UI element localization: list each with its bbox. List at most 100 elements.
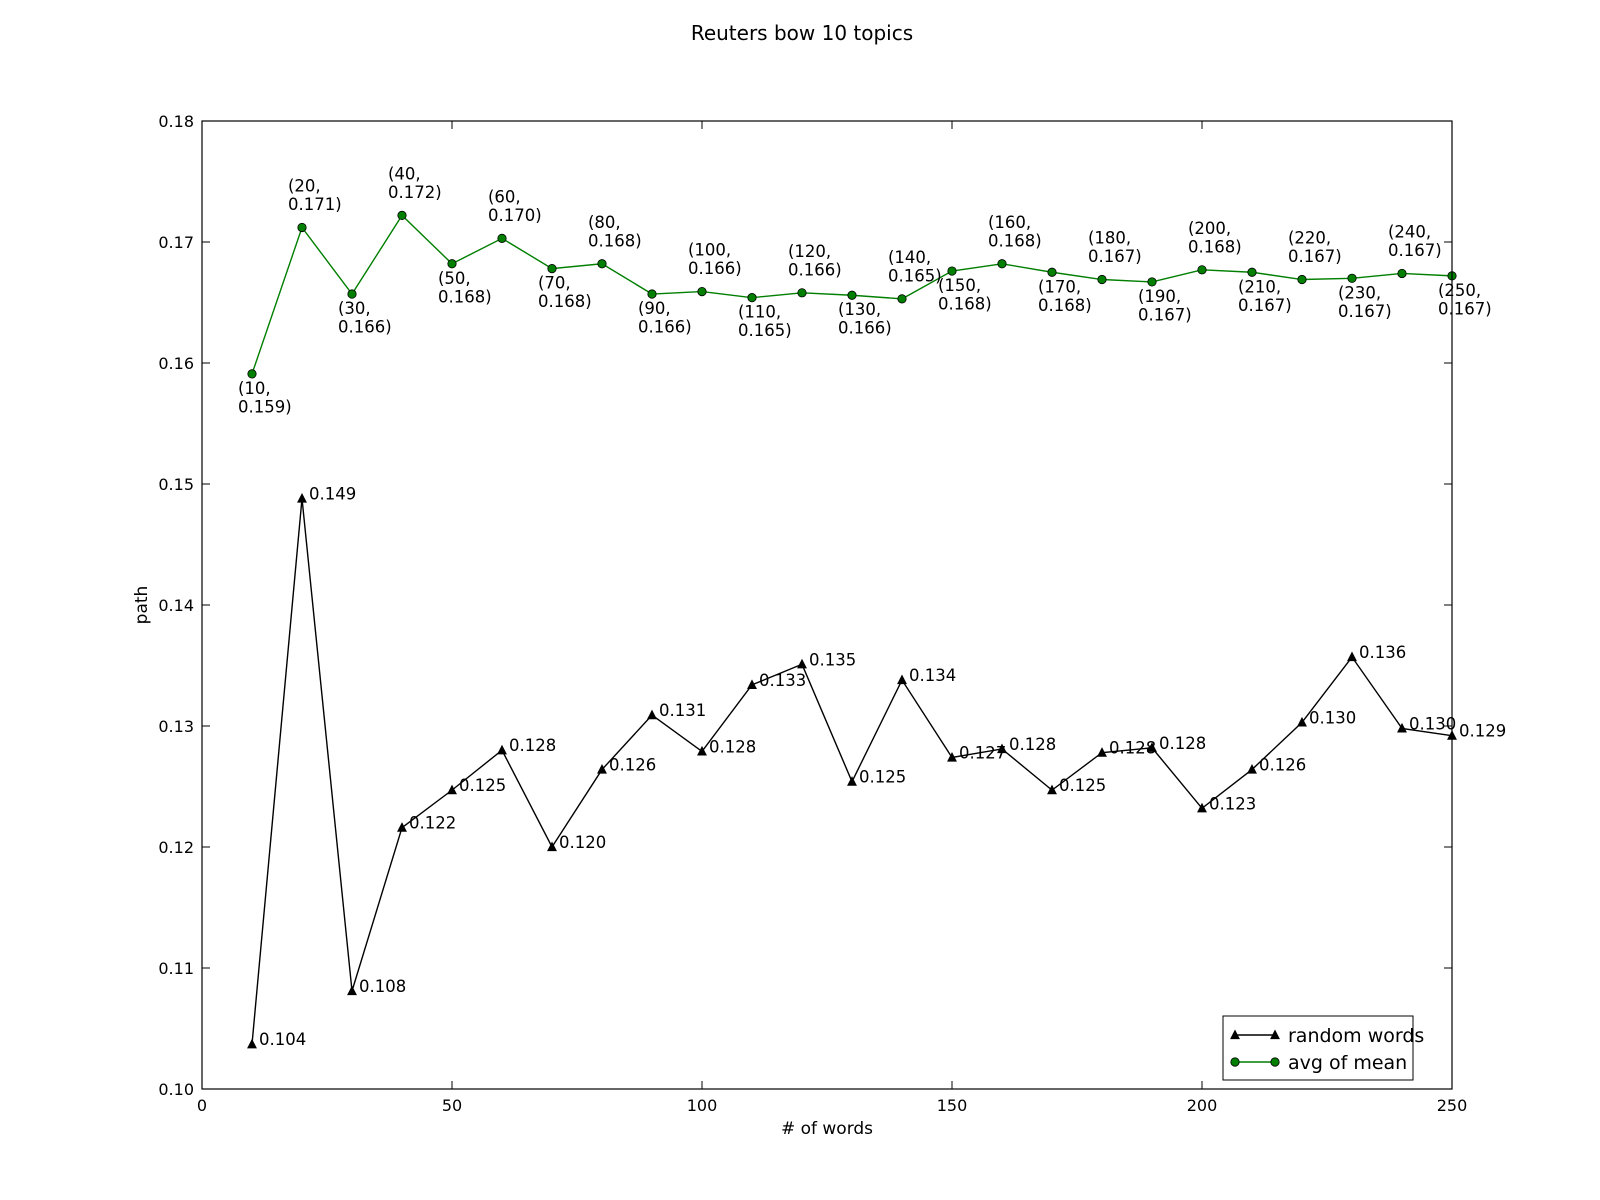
avg-of-mean-point: [497, 233, 507, 243]
avg-of-mean-point: [1347, 273, 1357, 283]
avg-of-mean-label: (200,: [1188, 219, 1231, 238]
avg-of-mean-label-value: 0.165): [738, 321, 792, 340]
avg-of-mean-point: [647, 289, 657, 299]
avg-of-mean-point: [1297, 274, 1307, 285]
random-words-label: 0.104: [259, 1030, 306, 1049]
y-axis-label: path: [132, 586, 152, 625]
avg-of-mean-label-value: 0.167): [1088, 247, 1142, 266]
x-tick-label: 200: [1187, 1096, 1218, 1115]
avg-of-mean-point: [847, 290, 857, 300]
axes-layer: 0 50 100 150 200 250 0.10 0.11 0.12 0.13 0.14 0.15 0…: [158, 112, 1467, 1115]
avg-of-mean-label: (20,: [288, 176, 321, 195]
avg-of-mean-label: (180,: [1088, 229, 1131, 248]
avg-of-mean-label: (50,: [438, 269, 471, 288]
random-words-label: 0.122: [409, 814, 456, 833]
avg-of-mean-point: [1247, 267, 1257, 277]
y-tick-label: 0.18: [158, 112, 194, 131]
y-tick-label: 0.14: [158, 596, 194, 615]
random-words-point: [697, 745, 707, 756]
legend-random-words-marker: [1270, 1029, 1280, 1040]
y-tick-label: 0.12: [158, 838, 194, 857]
random-words-label: 0.128: [1109, 739, 1156, 758]
avg-of-mean-point: [347, 289, 357, 299]
random-words-point: [497, 744, 507, 755]
y-tick-label: 0.10: [158, 1080, 194, 1099]
avg-of-mean-point: [897, 294, 907, 304]
legend-avg-of-mean-marker: [1230, 1057, 1240, 1067]
avg-of-mean-label: (100,: [688, 241, 731, 260]
avg-of-mean-label: (140,: [888, 248, 931, 267]
avg-of-mean-point: [1097, 274, 1107, 285]
x-tick-label: 250: [1437, 1096, 1468, 1115]
avg-of-mean-point: [397, 210, 407, 220]
avg-of-mean-label-value: 0.171): [288, 195, 342, 214]
random-words-point: [647, 709, 657, 720]
avg-of-mean-point: [597, 259, 607, 269]
avg-of-mean-label-value: 0.168): [938, 295, 992, 314]
avg-of-mean-label: (110,: [738, 303, 781, 322]
legend-avg-of-mean-label: avg of mean: [1288, 1052, 1407, 1074]
avg-of-mean-label-value: 0.167): [1238, 296, 1292, 315]
random-words-label: 0.128: [709, 737, 756, 756]
legend-avg-of-mean-marker: [1270, 1057, 1280, 1067]
avg-of-mean-label: (30,: [338, 299, 371, 318]
avg-of-mean-label-value: 0.167): [1388, 241, 1442, 260]
avg-of-mean-label-value: 0.168): [1038, 296, 1092, 315]
avg-of-mean-label: (160,: [988, 213, 1031, 232]
legend: random words avg of mean: [1222, 1015, 1424, 1081]
random-words-label: 0.149: [309, 485, 356, 504]
legend-random-words-label: random words: [1288, 1025, 1424, 1047]
random-words-label: 0.123: [1209, 794, 1256, 813]
random-words-point: [1297, 716, 1307, 727]
avg-of-mean-point: [1147, 277, 1157, 287]
random-words-label: 0.125: [1059, 776, 1106, 795]
avg-of-mean-label: (10,: [238, 379, 271, 398]
avg-of-mean-label-value: 0.166): [788, 260, 842, 279]
random-words-label: 0.108: [359, 977, 406, 996]
random-words-label: 0.125: [459, 776, 506, 795]
avg-of-mean-label-value: 0.168): [988, 231, 1042, 250]
avg-of-mean-point: [297, 222, 307, 233]
avg-of-mean-label: (220,: [1288, 229, 1331, 248]
random-words-point: [247, 1038, 257, 1049]
avg-of-mean-point: [1047, 267, 1057, 277]
avg-of-mean-label: (150,: [938, 276, 981, 295]
random-words-point: [747, 679, 757, 689]
random-words-point: [1147, 742, 1157, 752]
avg-of-mean-point: [1197, 265, 1207, 275]
avg-of-mean-label-value: 0.166): [638, 318, 692, 337]
random-words-label: 0.130: [1309, 708, 1356, 727]
avg-of-mean-label: (120,: [788, 242, 831, 261]
avg-of-mean-label-value: 0.167): [1438, 299, 1492, 318]
random-words-label: 0.130: [1409, 714, 1456, 733]
legend-random-words-marker: [1230, 1029, 1240, 1040]
avg-of-mean-label-value: 0.167): [1288, 247, 1342, 266]
avg-of-mean-label: (60,: [488, 187, 521, 206]
avg-of-mean-label: (190,: [1138, 287, 1181, 306]
x-tick-label: 100: [687, 1096, 718, 1115]
plot-layer: 0.1040.1490.1080.1220.1250.1280.1200.126…: [238, 164, 1506, 1049]
y-tick-label: 0.13: [158, 717, 194, 736]
random-words-point: [997, 743, 1007, 754]
avg-of-mean-label-value: 0.167): [1338, 302, 1392, 321]
random-words-point: [347, 985, 357, 996]
random-words-point: [1047, 784, 1057, 795]
avg-of-mean-label: (40,: [388, 164, 421, 183]
random-words-label: 0.133: [759, 671, 806, 690]
avg-of-mean-point: [947, 266, 957, 276]
x-axis-label: # of words: [781, 1119, 873, 1139]
random-words-point: [1197, 802, 1207, 813]
random-words-point: [397, 822, 407, 832]
random-words-label: 0.126: [609, 756, 656, 775]
avg-of-mean-point: [997, 259, 1007, 269]
random-words-point: [947, 751, 957, 762]
avg-of-mean-label: (250,: [1438, 281, 1481, 300]
random-words-label: 0.128: [509, 736, 556, 755]
random-words-label: 0.131: [659, 701, 706, 720]
avg-of-mean-label-value: 0.165): [888, 266, 942, 285]
y-tick-label: 0.15: [158, 475, 194, 494]
avg-of-mean-label-value: 0.166): [838, 319, 892, 338]
random-words-label: 0.134: [909, 666, 956, 685]
